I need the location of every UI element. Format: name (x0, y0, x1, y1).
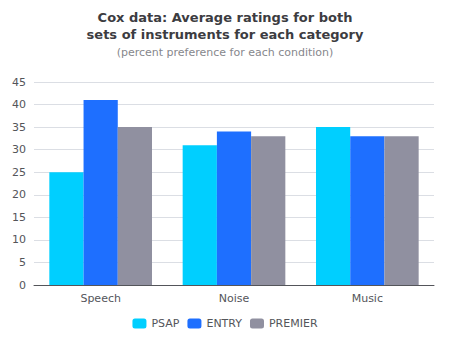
svg-text:25: 25 (12, 166, 26, 179)
svg-text:35: 35 (12, 121, 26, 134)
svg-text:(percent preference for each c: (percent preference for each condition) (117, 46, 334, 59)
svg-text:30: 30 (12, 143, 26, 156)
svg-text:10: 10 (12, 233, 26, 246)
svg-text:5: 5 (19, 256, 26, 269)
svg-text:20: 20 (12, 188, 26, 201)
svg-text:PSAP: PSAP (151, 317, 179, 330)
svg-text:Speech: Speech (80, 292, 121, 305)
svg-text:Cox data: Average ratings for: Cox data: Average ratings for both (98, 10, 353, 25)
svg-text:45: 45 (12, 76, 26, 89)
svg-text:Music: Music (352, 292, 383, 305)
svg-text:0: 0 (19, 279, 26, 292)
svg-text:Noise: Noise (219, 292, 250, 305)
svg-text:40: 40 (12, 98, 26, 111)
svg-text:PREMIER: PREMIER (269, 317, 318, 330)
svg-text:ENTRY: ENTRY (206, 317, 242, 330)
svg-text:15: 15 (12, 211, 26, 224)
svg-text:sets of instruments for each c: sets of instruments for each category (87, 27, 364, 42)
